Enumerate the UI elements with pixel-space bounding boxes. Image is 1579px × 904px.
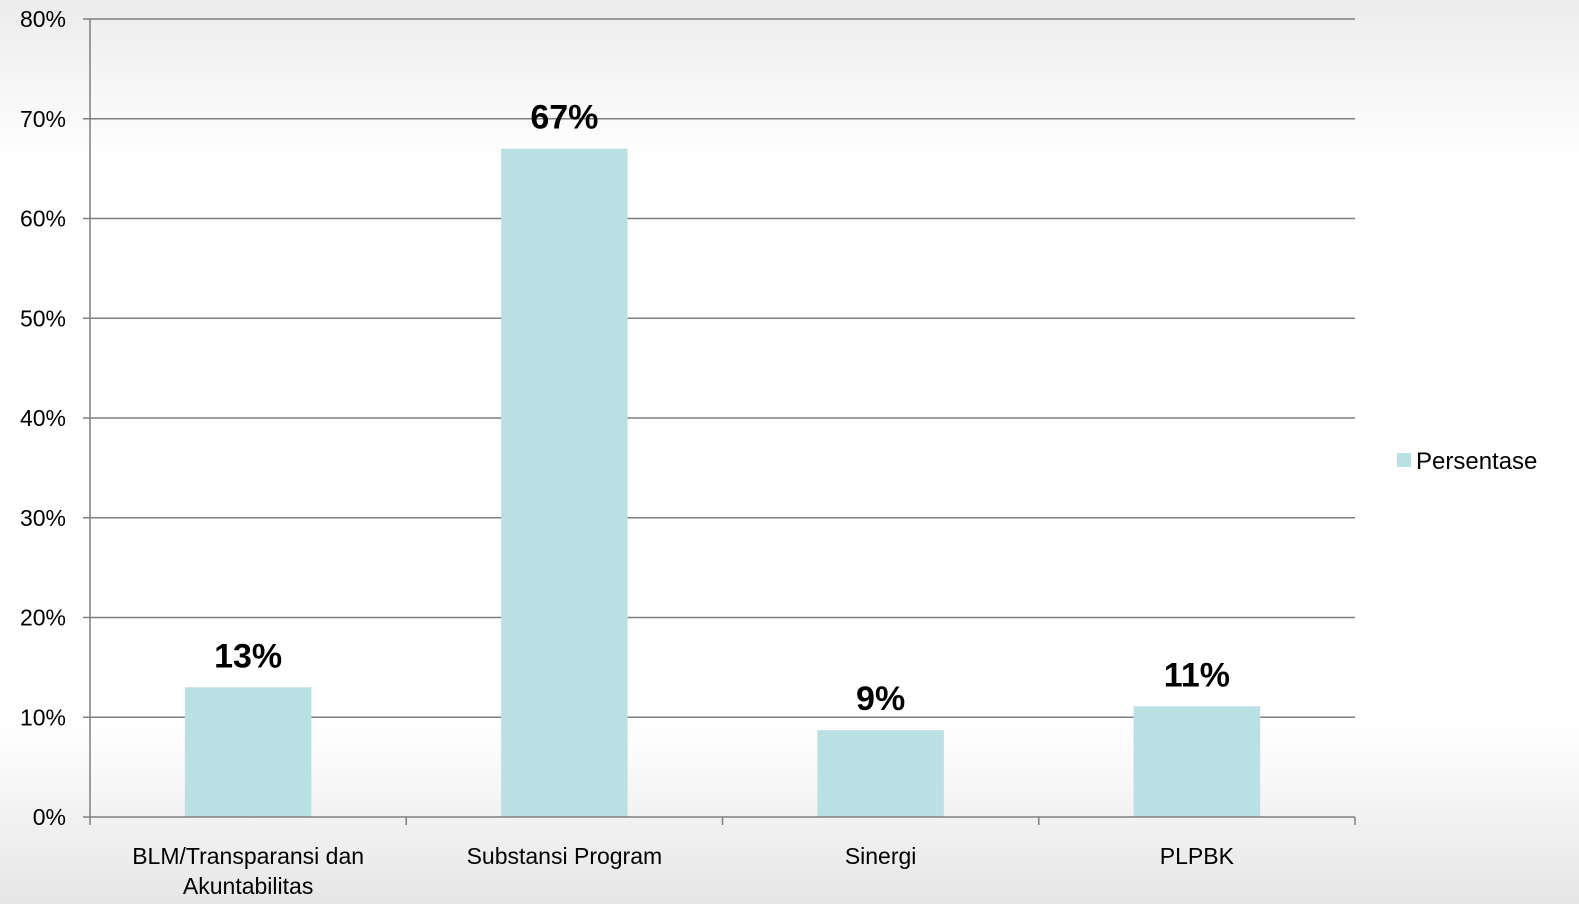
- x-category-label: BLM/Transparansi dan: [132, 843, 364, 869]
- bar: [184, 687, 312, 817]
- y-tick-label: 30%: [20, 505, 66, 531]
- y-tick-label: 80%: [20, 6, 66, 32]
- data-label: 67%: [530, 99, 598, 137]
- x-category-label: Sinergi: [845, 843, 917, 869]
- legend-label: Persentase: [1416, 448, 1537, 475]
- bar: [501, 148, 628, 818]
- data-label: 9%: [856, 680, 905, 718]
- y-tick-label: 0%: [33, 804, 66, 830]
- legend-swatch: [1397, 453, 1411, 467]
- y-tick-label: 70%: [20, 106, 66, 132]
- data-labels: 13% 67% 9% 11%: [214, 99, 1230, 719]
- x-category-label: Akuntabilitas: [183, 873, 313, 899]
- y-tick-label: 50%: [20, 305, 66, 331]
- bar: [817, 730, 944, 817]
- x-category-label: Substansi Program: [467, 843, 663, 869]
- y-tick-label: 40%: [20, 405, 66, 431]
- data-label: 11%: [1164, 656, 1230, 694]
- y-tick-label: 10%: [20, 704, 66, 730]
- x-axis-category-labels: BLM/Transparansi dan Akuntabilitas Substan…: [132, 843, 1234, 899]
- x-category-label: PLPBK: [1160, 843, 1235, 869]
- bars: [184, 148, 1261, 818]
- grid-lines: [90, 18, 1355, 718]
- legend: Persentase: [1397, 448, 1537, 475]
- y-tick-label: 20%: [20, 605, 66, 631]
- y-axis-ticks: 0% 10% 20% 30% 40% 50% 60% 70% 80%: [20, 6, 90, 830]
- data-label: 13%: [214, 637, 282, 675]
- y-tick-label: 60%: [20, 206, 66, 232]
- bar: [1133, 706, 1261, 817]
